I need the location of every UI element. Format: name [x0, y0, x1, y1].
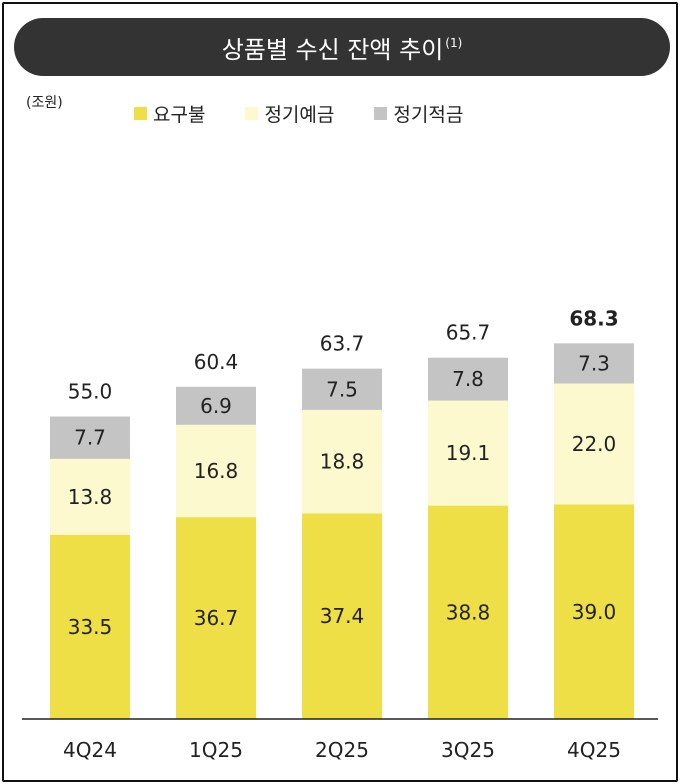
legend-swatch-fixed-deposit [245, 107, 259, 120]
legend: 요구불 정기예금 정기적금 [134, 100, 463, 127]
x-tick-label-4Q25: 4Q25 [567, 738, 621, 762]
segment-label-demand-4Q25: 39.0 [572, 600, 617, 624]
segment-label-demand-3Q25: 38.8 [446, 600, 491, 624]
bar-segment-installment-1Q25 [176, 386, 256, 425]
segment-label-demand-2Q25: 37.4 [320, 604, 365, 628]
segment-label-installment-1Q25: 6.9 [200, 394, 232, 418]
unit-label: (조원) [26, 95, 63, 111]
bar-segment-demand-4Q24 [50, 534, 130, 719]
x-tick-label-4Q24: 4Q24 [63, 738, 117, 762]
legend-item-demand: 요구불 [134, 100, 205, 127]
segment-label-installment-4Q24: 7.7 [74, 426, 106, 450]
segment-label-installment-2Q25: 7.5 [326, 377, 358, 401]
segment-label-installment-4Q25: 7.3 [578, 351, 610, 375]
bar-segment-installment-3Q25 [428, 357, 508, 401]
bar-segment-installment-4Q25 [554, 343, 634, 384]
x-tick-label-3Q25: 3Q25 [441, 738, 495, 762]
legend-item-fixed-deposit: 정기예금 [245, 100, 334, 127]
bar-segment-demand-3Q25 [428, 505, 508, 719]
bar-segment-installment-4Q24 [50, 416, 130, 459]
bar-segment-fixed-deposit-2Q25 [302, 409, 382, 514]
x-tick-label-1Q25: 1Q25 [189, 738, 243, 762]
segment-label-fixed-deposit-4Q25: 22.0 [572, 432, 617, 456]
x-tick-label-2Q25: 2Q25 [315, 738, 369, 762]
total-label-4Q25: 68.3 [569, 306, 618, 330]
legend-label-installment: 정기적금 [393, 104, 464, 126]
segment-label-demand-1Q25: 36.7 [194, 606, 239, 630]
bar-segment-fixed-deposit-3Q25 [428, 400, 508, 506]
total-label-2Q25: 63.7 [320, 332, 365, 356]
segment-label-installment-3Q25: 7.8 [452, 367, 484, 391]
bar-segment-installment-2Q25 [302, 368, 382, 410]
legend-label-fixed-deposit: 정기예금 [264, 104, 335, 126]
legend-swatch-demand [134, 107, 147, 120]
segment-label-fixed-deposit-2Q25: 18.8 [320, 450, 365, 474]
bar-segment-fixed-deposit-4Q25 [554, 383, 634, 505]
total-label-1Q25: 60.4 [194, 350, 239, 374]
legend-item-installment: 정기적금 [374, 100, 463, 127]
legend-swatch-installment [374, 107, 388, 120]
chart-title-banner: 상품별 수신 잔액 추이 (1) [14, 18, 670, 76]
segment-label-demand-4Q24: 33.5 [68, 615, 113, 639]
bar-segment-fixed-deposit-1Q25 [176, 424, 256, 518]
bar-segment-demand-2Q25 [302, 513, 382, 719]
bar-segment-demand-1Q25 [176, 517, 256, 719]
chart-title-footnote: (1) [445, 36, 463, 50]
bar-segment-demand-4Q25 [554, 504, 634, 719]
chart-title: 상품별 수신 잔액 추이 [221, 35, 444, 64]
segment-label-fixed-deposit-1Q25: 16.8 [194, 459, 239, 483]
bar-segment-fixed-deposit-4Q24 [50, 458, 130, 535]
total-label-4Q24: 55.0 [68, 380, 113, 404]
segment-label-fixed-deposit-3Q25: 19.1 [446, 441, 491, 465]
legend-label-demand: 요구불 [153, 104, 206, 126]
segment-label-fixed-deposit-4Q24: 13.8 [68, 485, 113, 509]
total-label-3Q25: 65.7 [446, 321, 491, 345]
